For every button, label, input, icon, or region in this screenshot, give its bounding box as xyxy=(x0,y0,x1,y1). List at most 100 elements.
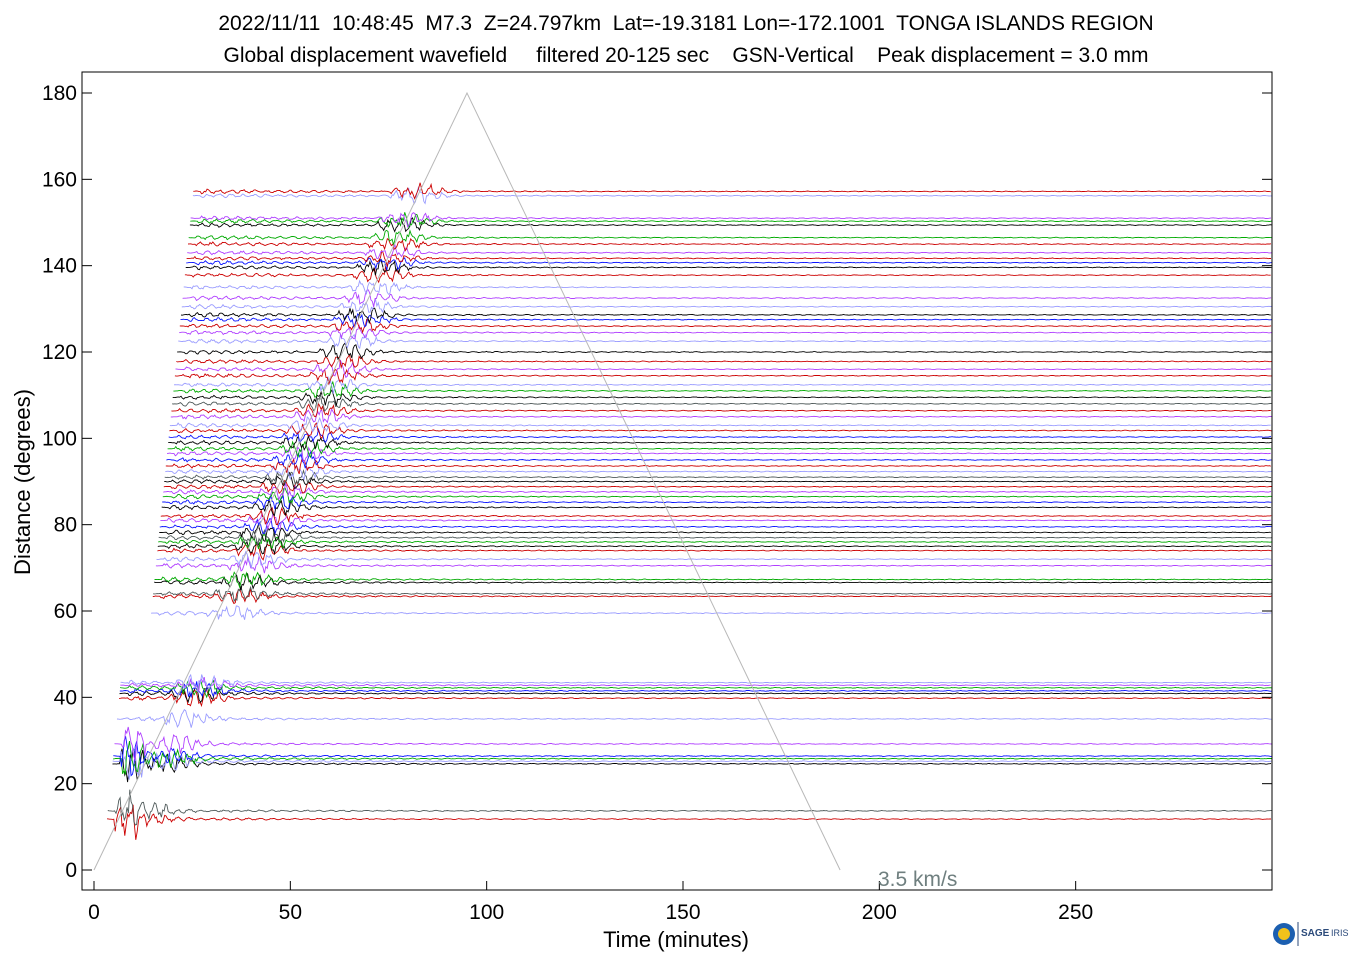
trace-28 xyxy=(160,506,1272,525)
trace-58 xyxy=(180,312,1272,328)
trace-66 xyxy=(186,249,1272,268)
trace-33 xyxy=(163,479,1272,494)
trace-29 xyxy=(161,499,1271,517)
x-tick-label-50: 50 xyxy=(279,901,302,924)
trace-3 xyxy=(112,747,1272,780)
trace-62 xyxy=(183,279,1271,295)
trace-19 xyxy=(155,555,1272,574)
x-tick-label-100: 100 xyxy=(469,901,504,924)
trace-74 xyxy=(193,182,1271,200)
trace-31 xyxy=(162,487,1272,505)
y-tick-label-60: 60 xyxy=(54,600,77,623)
trace-32 xyxy=(163,482,1272,501)
chart-title: 2022/11/11 10:48:45 M7.3 Z=24.797km Lat=… xyxy=(218,12,1154,35)
trace-0 xyxy=(106,804,1271,840)
trace-61 xyxy=(182,289,1272,308)
y-tick-label-180: 180 xyxy=(42,82,77,105)
trace-35 xyxy=(164,468,1272,487)
trace-42 xyxy=(168,427,1272,444)
trace-36 xyxy=(165,465,1272,481)
x-axis-label: Time (minutes) xyxy=(603,927,749,952)
trace-1 xyxy=(107,789,1272,826)
trace-53 xyxy=(176,353,1272,370)
trace-14 xyxy=(151,605,1272,620)
x-tick-label-200: 200 xyxy=(862,901,897,924)
trace-65 xyxy=(186,257,1272,271)
trace-30 xyxy=(162,493,1272,510)
trace-10 xyxy=(119,681,1272,698)
trace-52 xyxy=(175,359,1271,379)
trace-12 xyxy=(120,676,1271,692)
trace-5 xyxy=(113,736,1272,777)
trace-70 xyxy=(189,216,1272,233)
trace-6 xyxy=(114,726,1272,761)
trace-18 xyxy=(154,571,1272,589)
trace-46 xyxy=(171,402,1271,418)
trace-21 xyxy=(157,543,1272,561)
trace-57 xyxy=(179,318,1272,334)
trace-11 xyxy=(120,679,1272,699)
trace-51 xyxy=(174,368,1272,386)
trace-17 xyxy=(154,573,1272,591)
trace-54 xyxy=(177,342,1272,361)
x-tick-label-0: 0 xyxy=(88,901,100,924)
y-tick-label-120: 120 xyxy=(42,341,77,364)
y-tick-label-140: 140 xyxy=(42,255,77,278)
trace-2 xyxy=(112,748,1272,783)
y-tick-label-80: 80 xyxy=(54,514,77,537)
trace-50 xyxy=(173,376,1271,394)
x-tick-label-250: 250 xyxy=(1058,901,1093,924)
trace-59 xyxy=(180,307,1271,325)
plot-frame xyxy=(81,71,1273,891)
trace-55 xyxy=(178,333,1271,350)
trace-44 xyxy=(169,416,1271,434)
trace-39 xyxy=(167,446,1271,463)
y-tick-label-0: 0 xyxy=(65,859,77,882)
y-tick-label-20: 20 xyxy=(54,773,77,796)
trace-15 xyxy=(152,588,1272,605)
trace-71 xyxy=(190,212,1272,229)
trace-45 xyxy=(170,408,1272,424)
trace-24 xyxy=(158,528,1272,546)
trace-60 xyxy=(181,298,1272,313)
trace-20 xyxy=(156,550,1272,568)
trace-16 xyxy=(153,585,1272,603)
trace-13 xyxy=(120,673,1271,693)
trace-9 xyxy=(119,684,1272,704)
traces-group xyxy=(106,182,1272,840)
trace-73 xyxy=(192,186,1272,205)
trace-37 xyxy=(165,458,1271,475)
x-axis: 0 50 100 150 200 250 xyxy=(88,881,1093,924)
y-tick-label-100: 100 xyxy=(42,427,77,450)
trace-38 xyxy=(166,450,1272,469)
trace-8 xyxy=(118,689,1271,708)
trace-34 xyxy=(164,471,1272,490)
velocity-annotation: 3.5 km/s xyxy=(878,868,957,891)
trace-69 xyxy=(188,229,1272,247)
trace-4 xyxy=(112,741,1272,775)
logo-text: SAGE xyxy=(1301,928,1330,939)
trace-47 xyxy=(172,394,1272,413)
trace-41 xyxy=(168,434,1272,451)
trace-27 xyxy=(160,511,1271,531)
trace-49 xyxy=(173,380,1272,398)
trace-40 xyxy=(167,440,1272,459)
velocity-guide-line xyxy=(93,91,841,871)
trace-43 xyxy=(169,422,1272,439)
trace-64 xyxy=(185,259,1272,276)
trace-48 xyxy=(172,388,1271,406)
trace-7 xyxy=(116,709,1272,728)
trace-56 xyxy=(179,324,1272,340)
trace-22 xyxy=(157,538,1272,556)
trace-26 xyxy=(159,518,1272,535)
logo-subtext: IRIS xyxy=(1331,928,1349,938)
chart-subtitle: Global displacement wavefield filtered 2… xyxy=(223,44,1149,67)
sage-iris-logo: SAGE IRIS xyxy=(1273,922,1349,946)
trace-23 xyxy=(158,533,1272,550)
y-tick-label-160: 160 xyxy=(42,168,77,191)
trace-25 xyxy=(159,524,1272,543)
y-axis-label: Distance (degrees) xyxy=(10,389,35,575)
y-tick-label-40: 40 xyxy=(54,686,77,709)
trace-67 xyxy=(187,243,1272,259)
